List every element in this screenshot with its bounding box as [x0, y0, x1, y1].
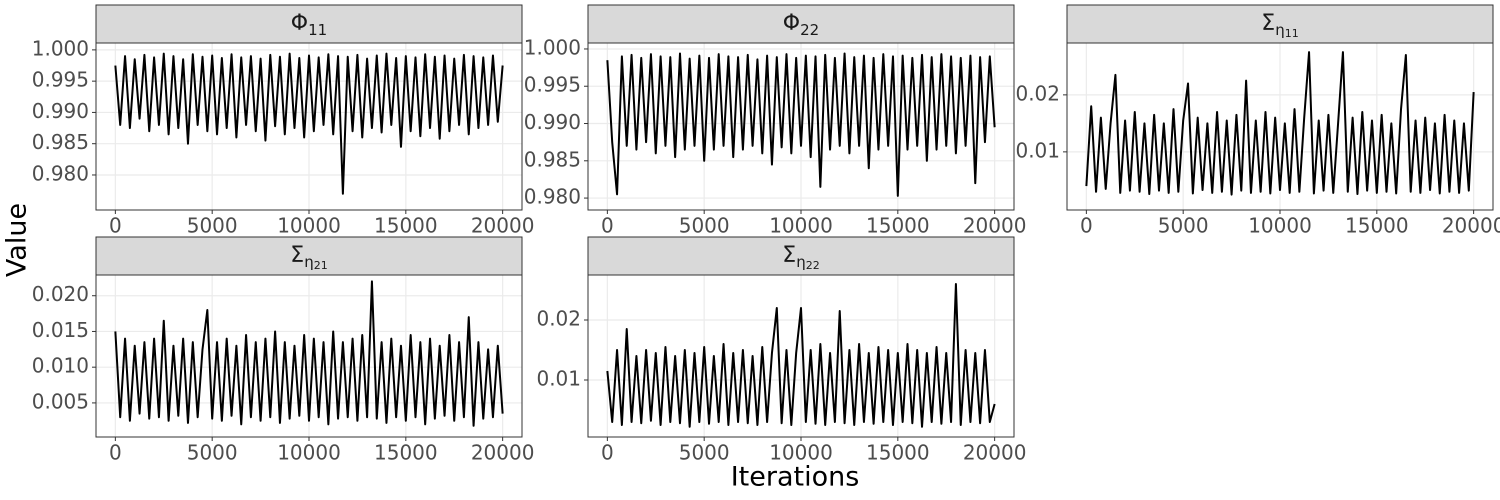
x-tick-label: 20000 — [471, 441, 535, 465]
x-tick-label: 0 — [109, 441, 122, 465]
y-tick-label: 0.985 — [524, 147, 581, 171]
strip-symbol: Σ — [782, 243, 796, 268]
strip-subscript: 22 — [806, 259, 820, 272]
strip-subscript: η — [796, 253, 806, 271]
strip — [587, 236, 1015, 276]
y-tick-label: 1.000 — [32, 36, 89, 60]
y-tick-label: 0.995 — [32, 68, 89, 92]
x-tick-label: 10000 — [769, 441, 833, 465]
y-tick-label: 0.985 — [32, 130, 89, 154]
strip-title: Φ22 — [783, 11, 819, 39]
y-tick-label: 0.990 — [524, 110, 581, 134]
trace-line — [114, 280, 504, 427]
panel-border — [95, 42, 523, 211]
strip — [587, 4, 1015, 44]
x-tick-label: 0 — [601, 214, 614, 238]
x-tick-label: 0 — [1080, 214, 1093, 238]
x-tick-label: 20000 — [471, 214, 535, 238]
y-tick-label: 0.01 — [1015, 138, 1060, 162]
x-tick-label: 20000 — [963, 214, 1027, 238]
y-tick-label: 0.980 — [524, 185, 581, 209]
x-tick-label: 10000 — [277, 441, 341, 465]
panel-border — [587, 274, 1015, 438]
y-tick-label: 0.990 — [32, 99, 89, 123]
x-axis-title: Iterations — [731, 462, 860, 493]
strip-subscript: η — [304, 253, 314, 271]
x-tick-label: 0 — [109, 214, 122, 238]
strip — [95, 4, 523, 44]
strip-subscript: η — [1275, 21, 1285, 39]
strip-title: Ση11 — [1261, 11, 1298, 40]
x-tick-label: 5000 — [679, 214, 730, 238]
x-tick-label: 10000 — [1248, 214, 1312, 238]
x-tick-label: 15000 — [866, 214, 930, 238]
strip-subscript: 22 — [800, 21, 819, 39]
x-tick-label: 15000 — [866, 441, 930, 465]
x-tick-label: 20000 — [1442, 214, 1500, 238]
trace-line — [606, 283, 996, 428]
x-tick-label: 5000 — [1158, 214, 1209, 238]
strip — [1066, 4, 1494, 44]
y-tick-label: 0.005 — [32, 389, 89, 413]
strip-subscript: 21 — [314, 259, 328, 272]
strip-title: Ση22 — [782, 243, 819, 272]
x-tick-label: 5000 — [187, 214, 238, 238]
panel-border — [1066, 42, 1494, 211]
y-tick-label: 1.000 — [524, 35, 581, 59]
y-tick-label: 0.02 — [536, 307, 581, 331]
y-tick-label: 0.020 — [32, 282, 89, 306]
x-tick-label: 20000 — [963, 441, 1027, 465]
strip-title: Φ11 — [291, 11, 327, 39]
trace-line — [1085, 51, 1475, 196]
x-tick-label: 0 — [601, 441, 614, 465]
y-tick-label: 0.010 — [32, 354, 89, 378]
y-tick-label: 0.01 — [536, 367, 581, 391]
y-tick-label: 0.995 — [524, 73, 581, 97]
x-tick-label: 10000 — [277, 214, 341, 238]
strip-symbol: Φ — [783, 11, 800, 36]
y-tick-label: 0.02 — [1015, 81, 1060, 105]
x-tick-label: 5000 — [187, 441, 238, 465]
x-tick-label: 15000 — [374, 214, 438, 238]
trace-line — [606, 52, 996, 197]
panel-border — [95, 274, 523, 438]
y-tick-label: 0.015 — [32, 318, 89, 342]
strip-symbol: Φ — [291, 11, 308, 36]
x-tick-label: 10000 — [769, 214, 833, 238]
strip-subscript: 11 — [308, 21, 327, 39]
strip-subscript: 11 — [1285, 27, 1299, 40]
x-tick-label: 5000 — [679, 441, 730, 465]
strip-symbol: Σ — [1261, 11, 1275, 36]
strip-title: Ση21 — [290, 243, 327, 272]
x-tick-label: 15000 — [1345, 214, 1409, 238]
trace-line — [114, 52, 504, 195]
y-axis-title: Value — [2, 203, 33, 277]
y-tick-label: 0.980 — [32, 161, 89, 185]
panel-border — [587, 42, 1015, 211]
strip-symbol: Σ — [290, 243, 304, 268]
x-tick-label: 15000 — [374, 441, 438, 465]
strip — [95, 236, 523, 276]
